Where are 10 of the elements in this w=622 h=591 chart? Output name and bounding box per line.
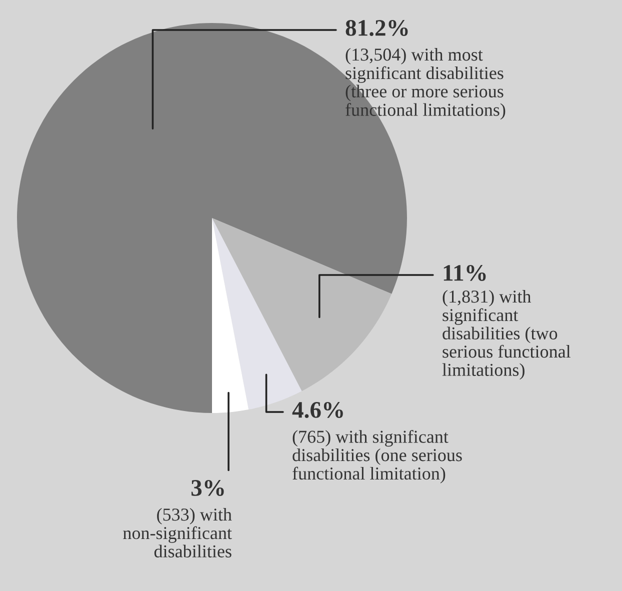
slice-label: (1,831) with significant disabilities (two serious functional limitations) bbox=[442, 290, 571, 380]
data-label: 3% bbox=[191, 480, 224, 496]
data-label: 4.6% bbox=[292, 402, 343, 418]
data-label: 81.2% bbox=[346, 20, 408, 36]
pie-slice bbox=[212, 218, 249, 413]
slice-label: (765) with significant disabilities (one serious functional limitation) bbox=[292, 430, 462, 484]
slice-label: (13,504) with most significant disabilities (three or more serious functional limitations) bbox=[346, 48, 506, 120]
pie-slice bbox=[212, 218, 392, 392]
slice-label: (533) with non-significant disabilities bbox=[123, 508, 232, 558]
data-label: 11% bbox=[444, 264, 486, 281]
